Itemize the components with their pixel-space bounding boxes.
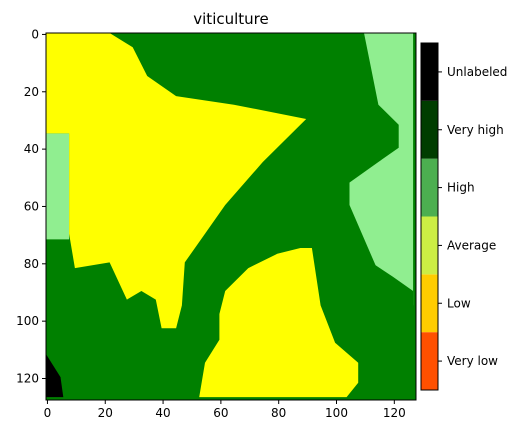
x-tick-label: 80 — [271, 406, 286, 420]
y-tick-label: 0 — [31, 27, 39, 41]
colorbar-blocks — [421, 43, 438, 390]
y-tick-label: 40 — [24, 142, 39, 156]
y-tick-label: 80 — [24, 257, 39, 271]
y-tick-label: 20 — [24, 85, 39, 99]
colorbar-labels: Very low Low Average High Very high Unlabeled — [438, 65, 507, 368]
colorbar-label: High — [447, 181, 475, 195]
x-tick-label: 0 — [44, 406, 52, 420]
colorbar-block — [421, 159, 438, 217]
colorbar-block — [421, 101, 438, 159]
colorbar-block — [421, 274, 438, 332]
x-tick-label: 40 — [155, 406, 170, 420]
x-tick-label: 120 — [383, 406, 406, 420]
colorbar-block — [421, 332, 438, 390]
y-tick-label: 60 — [24, 199, 39, 213]
x-tick-label: 60 — [213, 406, 228, 420]
x-tick-label: 20 — [98, 406, 113, 420]
y-axis: 0 20 40 60 80 100 120 — [16, 27, 46, 385]
x-axis: 0 20 40 60 80 100 120 — [44, 400, 406, 420]
colorbar-label: Very high — [447, 123, 504, 137]
colorbar-label: Very low — [447, 354, 498, 368]
x-tick-label: 100 — [325, 406, 348, 420]
colorbar-label: Average — [447, 238, 496, 252]
chart-title: viticulture — [193, 10, 268, 28]
colorbar-label: Unlabeled — [447, 65, 507, 79]
colorbar-block — [421, 43, 438, 101]
y-tick-label: 120 — [16, 371, 39, 385]
colorbar-label: Low — [447, 296, 471, 310]
light-green-region-west — [46, 133, 69, 239]
y-tick-label: 100 — [16, 314, 39, 328]
plot-area — [46, 33, 416, 400]
colorbar: Very low Low Average High Very high Unlabeled — [421, 43, 507, 390]
colorbar-block — [421, 217, 438, 275]
